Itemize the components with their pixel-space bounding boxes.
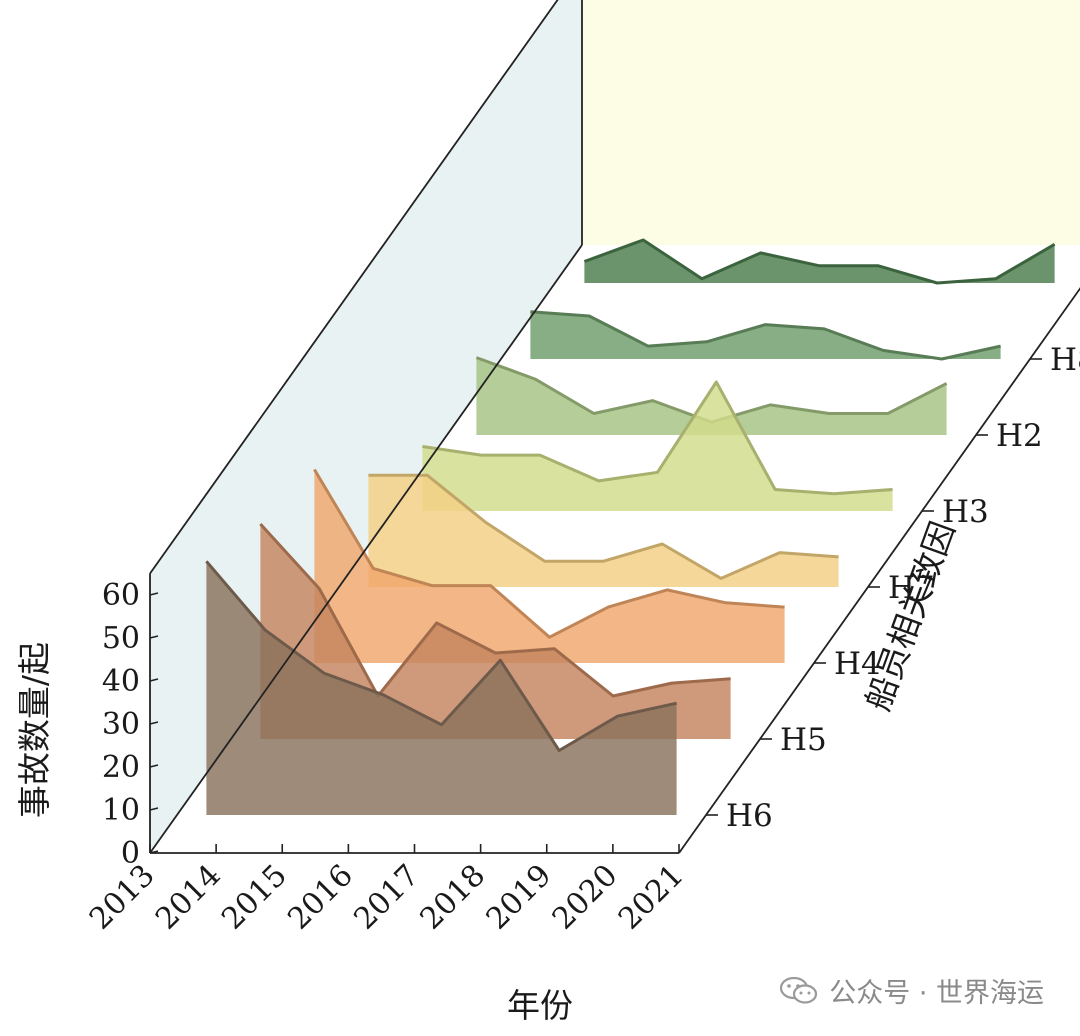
line-h5 xyxy=(259,522,731,698)
series-label-h3: H3 xyxy=(942,494,989,530)
series-label-h4: H4 xyxy=(834,646,881,682)
series-h1 xyxy=(583,238,1056,285)
line-h4 xyxy=(313,468,785,639)
area-h2 xyxy=(476,357,947,435)
y-tick-label: 0 xyxy=(121,836,140,871)
line-h7 xyxy=(368,473,839,580)
line-h3 xyxy=(422,380,893,496)
area-h1 xyxy=(584,240,1055,283)
x-tick-label: 2019 xyxy=(480,858,559,937)
x-tick-label: 2017 xyxy=(347,858,426,937)
frame-edge-4 xyxy=(149,244,583,854)
series-h8 xyxy=(530,310,1001,361)
line-h8 xyxy=(530,310,1001,361)
y-tick-mark xyxy=(149,850,159,854)
area-h3 xyxy=(422,382,893,511)
wechat-icon xyxy=(780,976,818,1004)
series-label-h7: H7 xyxy=(888,570,935,606)
back-wall xyxy=(582,0,1080,245)
series-h7 xyxy=(368,473,839,587)
area-h7 xyxy=(368,475,839,587)
watermark-text: 公众号 · 世界海运 xyxy=(829,978,1044,1009)
series-h4 xyxy=(313,468,785,663)
y-tick-label: 40 xyxy=(102,664,140,699)
series-h6 xyxy=(205,560,677,815)
x-tick-label: 2015 xyxy=(215,858,294,937)
line-h6 xyxy=(205,560,677,752)
series-label-h5: H5 xyxy=(780,722,827,758)
area-h4 xyxy=(314,469,785,663)
y-tick-label: 50 xyxy=(102,621,140,656)
x-tick-label: 2021 xyxy=(612,858,691,937)
x-tick-label: 2016 xyxy=(281,858,360,937)
y-tick-mark xyxy=(149,764,159,768)
y-tick-mark xyxy=(149,678,159,682)
y-tick-label: 20 xyxy=(102,750,140,785)
series-h3 xyxy=(422,380,893,511)
x-tick-label: 2020 xyxy=(546,858,625,937)
series-areas xyxy=(205,238,1056,815)
y-axis-title: 事故数量/起 xyxy=(15,642,54,818)
frame-edge-0 xyxy=(149,0,559,575)
y-tick-label: 30 xyxy=(102,707,140,742)
y-tick-label: 10 xyxy=(102,793,140,828)
y-tick-mark xyxy=(149,807,159,811)
y-tick-mark xyxy=(149,592,159,596)
x-tick-label: 2014 xyxy=(149,858,228,937)
line-h1 xyxy=(583,238,1056,285)
y-tick-label: 60 xyxy=(102,578,140,613)
x-tick-label: 2018 xyxy=(414,858,493,937)
watermark: 公众号 · 世界海运 xyxy=(779,971,1044,1010)
series-label-h6: H6 xyxy=(726,798,773,834)
frame-edge-5 xyxy=(678,287,1080,854)
series-label-h2: H2 xyxy=(996,418,1043,454)
y-tick-mark xyxy=(149,635,159,639)
x-axis-title: 年份 xyxy=(507,986,573,1025)
y-tick-mark xyxy=(149,721,159,725)
series-label-h8: H8 xyxy=(1050,342,1080,378)
